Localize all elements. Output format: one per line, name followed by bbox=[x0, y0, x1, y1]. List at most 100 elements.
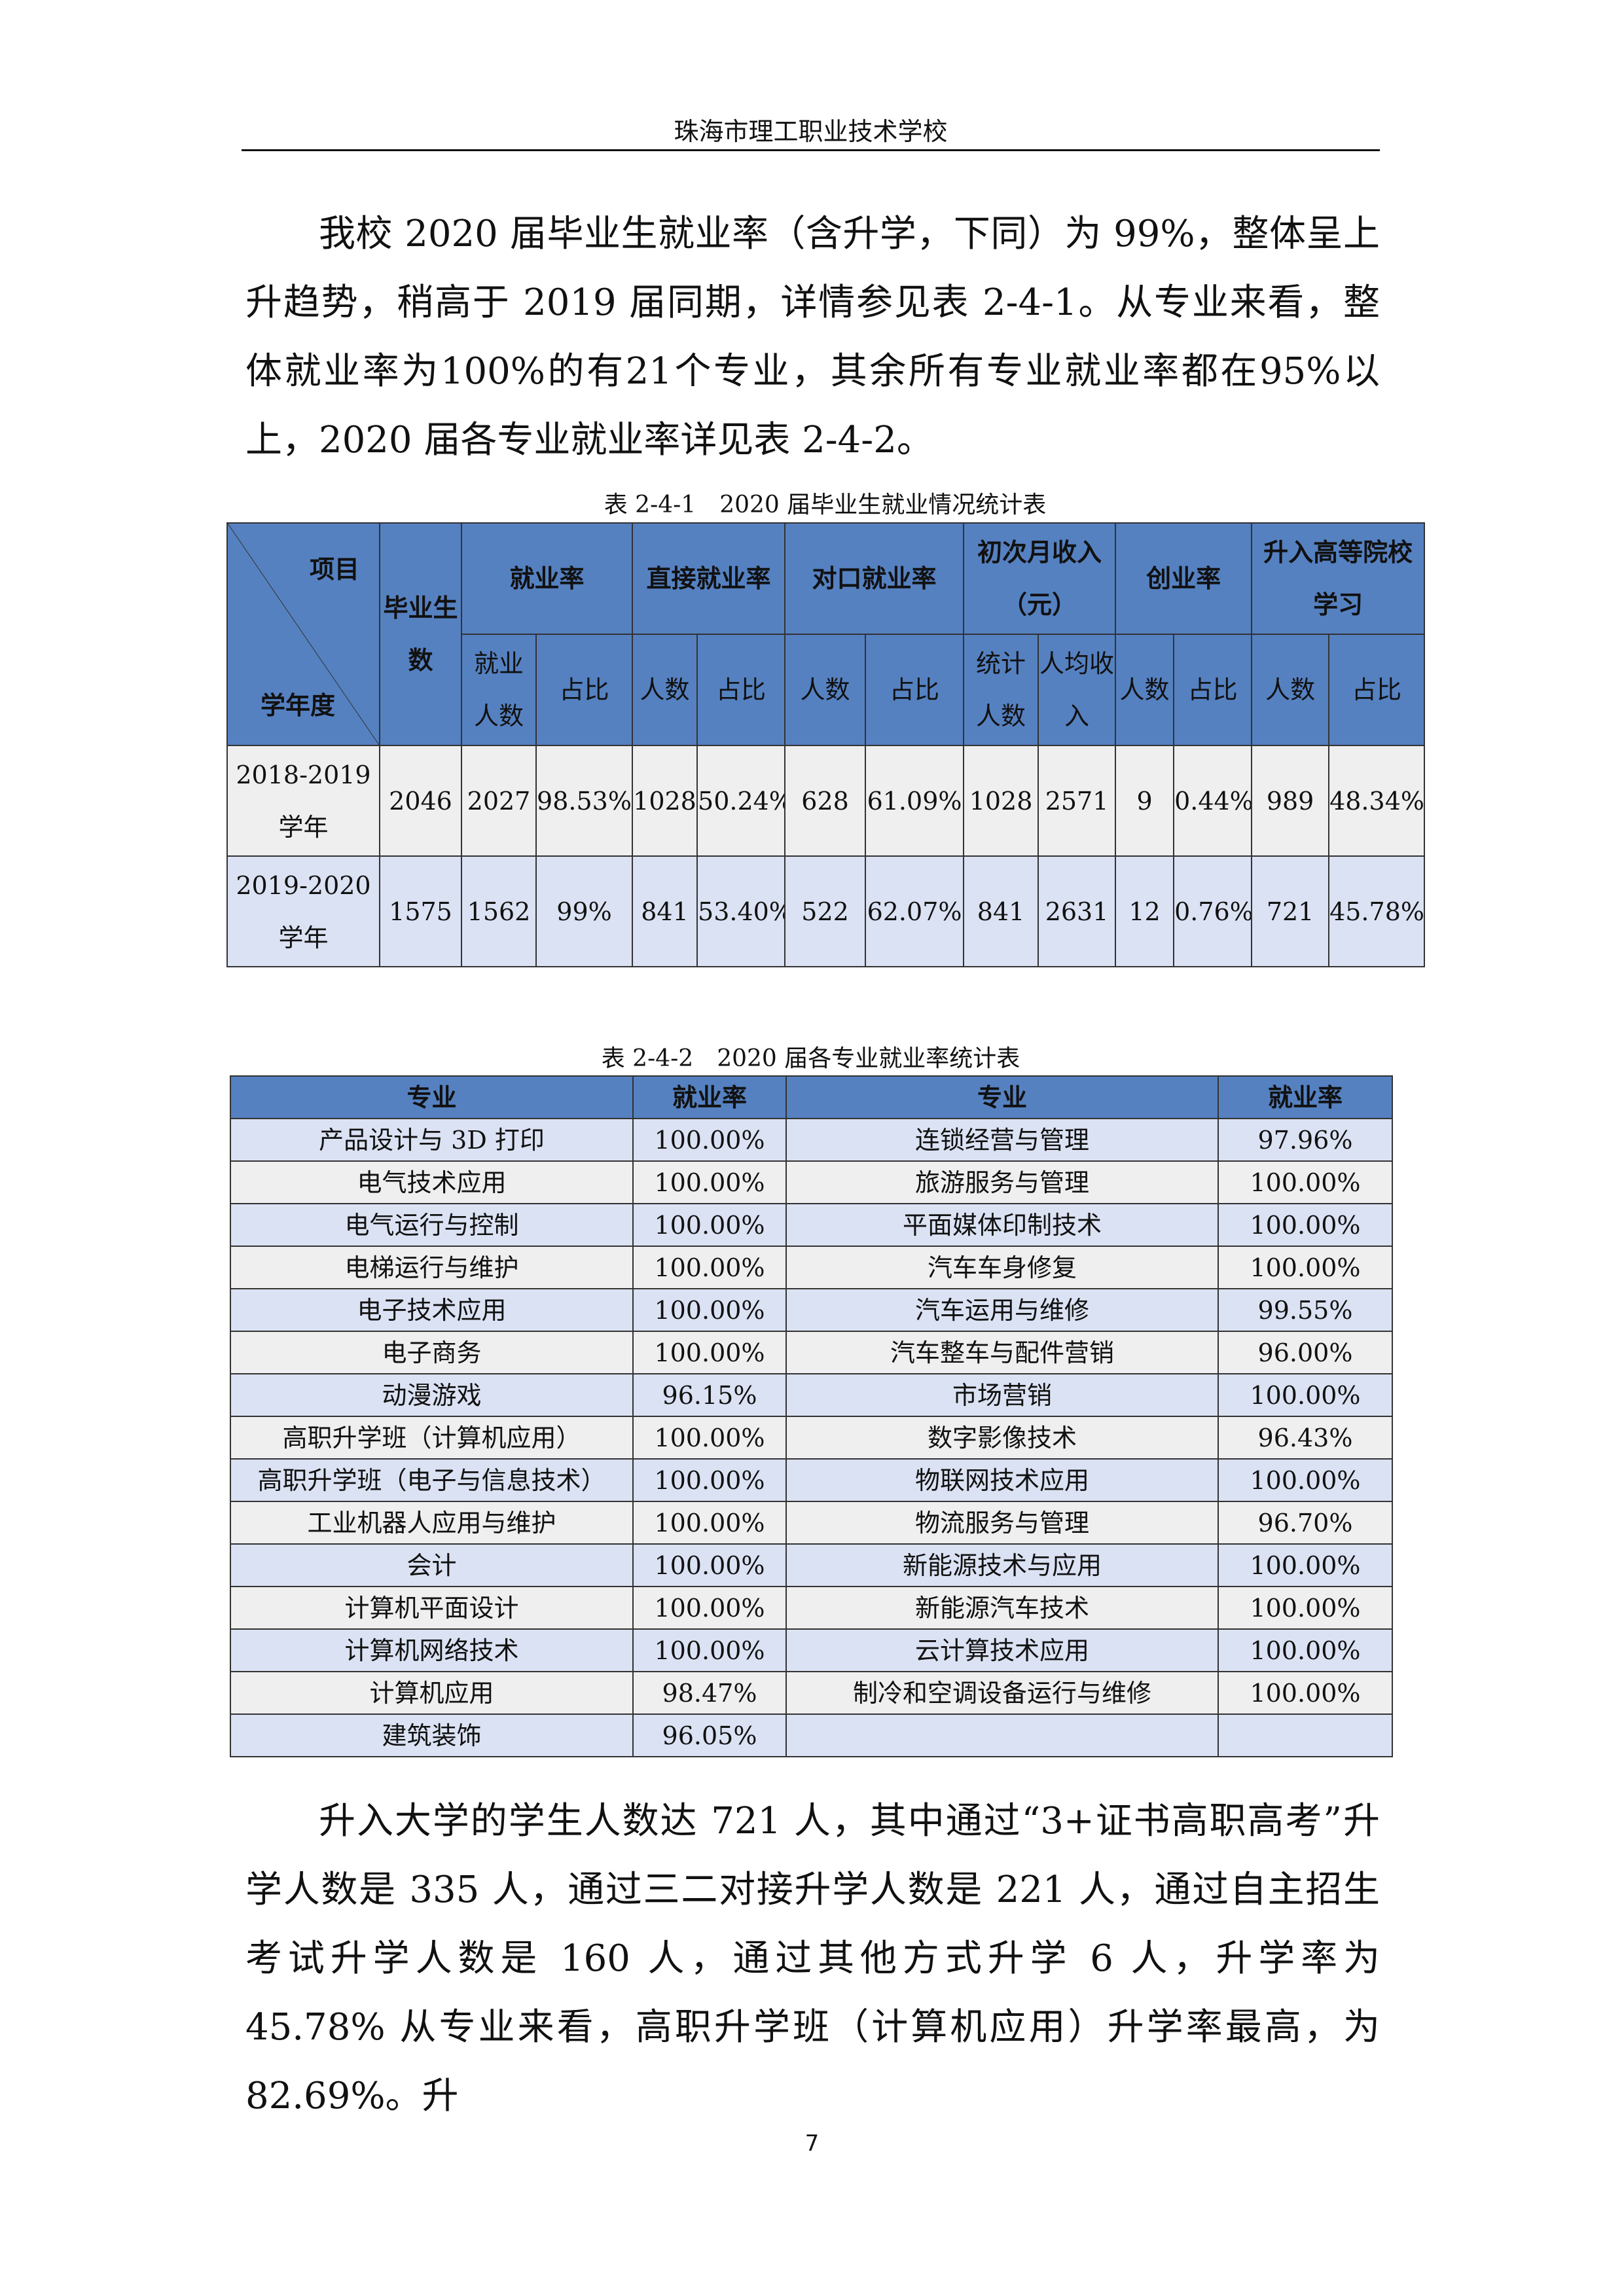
cell: 841 bbox=[963, 855, 1039, 967]
cell: 市场营销 bbox=[785, 1373, 1219, 1417]
data-row: 计算机平面设计 100.00% 新能源汽车技术 100.00% bbox=[230, 1586, 1393, 1630]
data-row: 电气技术应用 100.00% 旅游服务与管理 100.00% bbox=[230, 1160, 1393, 1204]
empty-cell bbox=[785, 1713, 1219, 1757]
paragraph: 我校 2020 届毕业生就业率（含升学，下同）为 99%，整体呈上升趋势，稍高于… bbox=[245, 213, 1380, 461]
header-cell: 人数 bbox=[1115, 634, 1175, 746]
data-row: 电子技术应用 100.00% 汽车运用与维修 99.55% bbox=[230, 1288, 1393, 1332]
cell: 100.00% bbox=[632, 1586, 787, 1630]
header-cell: 毕业生数 bbox=[379, 522, 462, 746]
cell: 会计 bbox=[230, 1543, 634, 1587]
header-cell: 占比 bbox=[865, 634, 965, 746]
header-cell: 升入高等院校学习 bbox=[1251, 522, 1426, 635]
cell: 计算机应用 bbox=[230, 1671, 634, 1715]
header-cell: 人均收入 bbox=[1038, 634, 1117, 746]
cell: 100.00% bbox=[632, 1501, 787, 1545]
header-cell: 就业率 bbox=[1218, 1075, 1393, 1119]
data-row: 电气运行与控制 100.00% 平面媒体印制技术 100.00% bbox=[230, 1203, 1393, 1247]
cell: 96.43% bbox=[1218, 1416, 1393, 1460]
header-cell: 人数 bbox=[1251, 634, 1330, 746]
cell: 高职升学班（电子与信息技术） bbox=[230, 1458, 634, 1502]
header-cell: 占比 bbox=[1173, 634, 1253, 746]
cell: 96.05% bbox=[632, 1713, 787, 1757]
cell: 96.70% bbox=[1218, 1501, 1393, 1545]
data-row: 产品设计与 3D 打印 100.00% 连锁经营与管理 97.96% bbox=[230, 1118, 1393, 1162]
cell: 100.00% bbox=[1218, 1671, 1393, 1715]
cell: 100.00% bbox=[632, 1416, 787, 1460]
cell: 云计算技术应用 bbox=[785, 1628, 1219, 1672]
paragraph: 升入大学的学生人数达 721 人，其中通过“3+证书高职高考”升学人数是 335… bbox=[245, 1800, 1380, 2117]
header-cell: 专业 bbox=[785, 1075, 1219, 1119]
cell: 旅游服务与管理 bbox=[785, 1160, 1219, 1204]
header-cell: 专业 bbox=[230, 1075, 634, 1119]
header-cell: 占比 bbox=[535, 634, 634, 746]
cell: 989 bbox=[1251, 745, 1330, 857]
cell: 100.00% bbox=[1218, 1373, 1393, 1417]
table-caption: 表 2-4-2 2020 届各专业就业率统计表 bbox=[601, 1045, 1020, 1072]
cell: 522 bbox=[784, 855, 867, 967]
data-row: 2018-2019学年 2046 2027 98.53% 1028 50.24% 628 61… bbox=[226, 745, 1426, 857]
cell: 0.44% bbox=[1173, 745, 1253, 857]
data-row: 2019-2020学年 1575 1562 99% 841 53.40% 522 62.07%… bbox=[226, 855, 1426, 967]
cell: 100.00% bbox=[632, 1628, 787, 1672]
cell: 数字影像技术 bbox=[785, 1416, 1219, 1460]
table-caption: 表 2-4-1 2020 届毕业生就业情况统计表 bbox=[604, 492, 1047, 518]
header-row: 就业人数 占比 人数 占比 人数 占比 统计人数 人均收入 人数 占比 人数 占比 bbox=[227, 634, 1426, 746]
cell: 汽车车身修复 bbox=[785, 1246, 1219, 1289]
cell: 100.00% bbox=[1218, 1458, 1393, 1502]
data-row: 建筑装饰 96.05% bbox=[230, 1713, 1393, 1757]
cell: 平面媒体印制技术 bbox=[785, 1203, 1219, 1247]
header-cell: 就业率 bbox=[632, 1075, 787, 1119]
cell: 工业机器人应用与维护 bbox=[230, 1501, 634, 1545]
cell: 电子商务 bbox=[230, 1331, 634, 1374]
data-row: 高职升学班（电子与信息技术） 100.00% 物联网技术应用 100.00% bbox=[230, 1458, 1393, 1502]
cell: 100.00% bbox=[632, 1543, 787, 1587]
cell: 48.34% bbox=[1328, 745, 1426, 857]
cell: 100.00% bbox=[1218, 1246, 1393, 1289]
cell: 841 bbox=[632, 855, 698, 967]
cell: 100.00% bbox=[632, 1288, 787, 1332]
data-row: 动漫游戏 96.15% 市场营销 100.00% bbox=[230, 1373, 1393, 1417]
cell: 制冷和空调设备运行与维修 bbox=[785, 1671, 1219, 1715]
cell: 电梯运行与维护 bbox=[230, 1246, 634, 1289]
cell: 连锁经营与管理 bbox=[785, 1118, 1219, 1162]
data-row: 电子商务 100.00% 汽车整车与配件营销 96.00% bbox=[230, 1331, 1393, 1374]
cell: 1562 bbox=[461, 855, 537, 967]
cell: 2018-2019学年 bbox=[226, 745, 380, 857]
header-row: 专业 就业率 专业 就业率 bbox=[230, 1075, 1393, 1119]
data-row: 计算机应用 98.47% 制冷和空调设备运行与维修 100.00% bbox=[230, 1671, 1393, 1715]
cell: 2027 bbox=[461, 745, 537, 857]
cell: 2046 bbox=[379, 745, 462, 857]
cell: 100.00% bbox=[632, 1160, 787, 1204]
diagonal bbox=[228, 524, 379, 745]
data-row: 工业机器人应用与维护 100.00% 物流服务与管理 96.70% bbox=[230, 1501, 1393, 1545]
cell: 53.40% bbox=[696, 855, 786, 967]
header-cell: 人数 bbox=[784, 634, 867, 746]
cell: 100.00% bbox=[632, 1458, 787, 1502]
cell: 61.09% bbox=[865, 745, 965, 857]
cell: 100.00% bbox=[632, 1246, 787, 1289]
data-row: 计算机网络技术 100.00% 云计算技术应用 100.00% bbox=[230, 1628, 1393, 1672]
employment-table: 项目 学年度 毕业生数 就业率 直接就业率 对口就业率 初次月收入（元） 创业率 升入高等院校学… bbox=[226, 522, 1426, 967]
empty-cell bbox=[1218, 1713, 1393, 1757]
cell: 高职升学班（计算机应用） bbox=[230, 1416, 634, 1460]
corner-bottom: 学年度 bbox=[261, 691, 336, 720]
cell: 1028 bbox=[632, 745, 698, 857]
cell: 9 bbox=[1115, 745, 1175, 857]
cell: 汽车整车与配件营销 bbox=[785, 1331, 1219, 1374]
cell: 产品设计与 3D 打印 bbox=[230, 1118, 634, 1162]
cell: 100.00% bbox=[632, 1203, 787, 1247]
cell: 100.00% bbox=[632, 1118, 787, 1162]
cell: 汽车运用与维修 bbox=[785, 1288, 1219, 1332]
cell: 新能源汽车技术 bbox=[785, 1586, 1219, 1630]
data-row: 电梯运行与维护 100.00% 汽车车身修复 100.00% bbox=[230, 1246, 1393, 1289]
cell: 计算机平面设计 bbox=[230, 1586, 634, 1630]
cell: 100.00% bbox=[1218, 1160, 1393, 1204]
corner-cell: 项目 学年度 bbox=[226, 522, 380, 746]
cell: 电气技术应用 bbox=[230, 1160, 634, 1204]
header-title: 珠海市理工职业技术学校 bbox=[674, 117, 948, 146]
data-row: 会计 100.00% 新能源技术与应用 100.00% bbox=[230, 1543, 1393, 1587]
cell: 100.00% bbox=[1218, 1543, 1393, 1587]
header-cell: 就业率 bbox=[460, 522, 634, 635]
header-cell: 对口就业率 bbox=[784, 522, 965, 635]
cell: 12 bbox=[1115, 855, 1175, 967]
